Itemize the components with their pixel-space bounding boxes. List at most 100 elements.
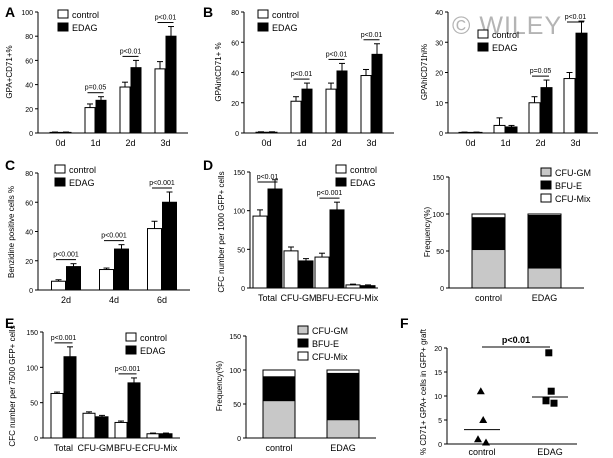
legend-label-control: control [272, 10, 299, 20]
y-tick-label: 20 [434, 346, 442, 353]
panel-letter-f: F [400, 315, 409, 331]
chart-d1: 0 50 100 150 CFC number per 1000 GFP+ cells T… [217, 164, 379, 303]
y-tick-label: 150 [233, 170, 245, 177]
legend-swatch-control [54, 164, 66, 174]
significance-label: p<0.01 [120, 48, 142, 55]
legend-label-edag: EDAG [492, 43, 518, 53]
x-tick-label: 0d [55, 138, 65, 148]
x-tick-label: CFU-GM [78, 443, 114, 453]
significance-label: p<0.001 [317, 190, 343, 197]
point-edag [545, 349, 553, 357]
legend-swatch-control [335, 164, 347, 174]
legend-label-control: control [69, 165, 96, 175]
legend-label-cfu-mix: CFU-Mix [312, 352, 348, 362]
bar-edag [127, 382, 141, 439]
y-tick-label: 60 [25, 200, 33, 207]
legend-swatch-edag [125, 345, 137, 355]
significance-label: p<0.001 [53, 252, 79, 259]
y-tick-label: 20 [435, 71, 443, 78]
legend-swatch-cfu-gm [297, 325, 309, 335]
y-tick-label: 0 [235, 131, 239, 138]
panel-letter-c: C [5, 157, 15, 173]
legend-label-cfu-gm: CFU-GM [312, 326, 348, 336]
legend-swatch-control [257, 9, 269, 19]
legend-swatch-control [57, 9, 69, 19]
legend-swatch-edag [257, 22, 269, 32]
stack-segment-bfu-e [471, 217, 506, 251]
y-tick-label: 0 [438, 442, 442, 449]
legend-swatch-edag [477, 42, 489, 52]
bar-edag [371, 53, 383, 134]
panel-letter-e: E [5, 315, 14, 331]
y-tick-label: 40 [435, 10, 443, 17]
bar-edag [162, 201, 177, 291]
y-tick-label: 50 [233, 402, 241, 409]
legend-swatch-edag [335, 177, 347, 187]
bar-edag [298, 260, 314, 289]
bar-edag [63, 356, 77, 439]
chart-b1: 0 20 40 60 80 GPAintCD71+ % 0d 1d 2d 3d p<0.01 p<0.… [214, 9, 394, 148]
y-tick-label: 20 [25, 259, 33, 266]
y-tick-label: 150 [229, 334, 241, 341]
chart-d2: 0 50 100 150 Frequency(%) control EDAG CFU-GM BF… [423, 167, 591, 303]
x-tick-label: 3d [570, 138, 580, 148]
y-tick-label: 80 [25, 34, 33, 41]
significance-label: p<0.01 [326, 51, 348, 58]
point-control [479, 416, 488, 423]
bar-control [50, 392, 64, 439]
bar-edag [329, 209, 345, 289]
stack-segment-cfu-gm [326, 419, 360, 439]
chart-b2: 0 10 20 30 40 GPAhiCD71hi% 0d 1d 2d 3d p=0.05 p<0.0… [420, 10, 598, 148]
bar-edag [505, 126, 518, 134]
legend-swatch-control [125, 332, 137, 342]
y-tick-label: 100 [432, 212, 444, 219]
y-tick-label: 80 [25, 171, 33, 178]
bar-control [345, 284, 361, 289]
chart-f: 0 5 10 15 20 % CD71+ GPA+ cells in GFP+ graft… [419, 328, 577, 457]
significance-label: p=0.05 [85, 85, 107, 92]
bar-edag [130, 67, 142, 134]
x-tick-label: CFU-GM [281, 293, 317, 303]
y-tick-label: 10 [435, 101, 443, 108]
y-tick-label: 20 [231, 101, 239, 108]
x-tick-label: 3d [160, 138, 170, 148]
y-axis-label: GPA+CD71+% [5, 45, 14, 98]
bar-control [325, 88, 337, 134]
legend-swatch-edag [57, 22, 69, 32]
legend-label-cfu-mix: CFU-Mix [555, 194, 591, 204]
significance-label: p<0.001 [115, 366, 141, 373]
x-tick-label: 6d [157, 295, 167, 305]
y-tick-label: 100 [233, 209, 245, 216]
x-tick-label: EDAG [537, 447, 563, 457]
bar-control [147, 228, 162, 291]
x-tick-label: CFU-Mix [343, 293, 379, 303]
stack-segment-cfu-gm [471, 249, 506, 289]
panel-letter-a: A [5, 4, 15, 20]
chart-e2: 0 50 100 150 Frequency(%) control EDAG CFU-GM BF… [215, 325, 376, 453]
bar-edag [165, 35, 177, 134]
legend-swatch-bfu-e [540, 180, 552, 190]
x-tick-label: 2d [535, 138, 545, 148]
point-edag [542, 397, 550, 405]
stack-segment-bfu-e [262, 376, 296, 402]
significance-label: p<0.001 [51, 335, 77, 342]
bar-control [252, 215, 268, 289]
stack-segment-cfu-gm [262, 400, 296, 439]
legend-swatch-control [477, 29, 489, 39]
significance-label: p<0.001 [101, 233, 127, 240]
point-control [476, 387, 485, 395]
legend-label-edag: EDAG [350, 178, 376, 188]
bar-edag [95, 416, 109, 439]
chart-c: 0 20 40 60 80 Benzidine positive cells % 2d 4d 6… [7, 164, 190, 305]
y-tick-label: 0 [241, 286, 245, 293]
legend-swatch-edag [54, 177, 66, 187]
legend-label-edag: EDAG [140, 346, 166, 356]
stack-segment-bfu-e [527, 214, 562, 269]
x-tick-label: control [475, 293, 502, 303]
x-tick-label: CFU-Mix [142, 443, 178, 453]
bar-control [290, 100, 302, 134]
x-tick-label: 3d [366, 138, 376, 148]
y-tick-label: 150 [26, 330, 38, 337]
legend-label-edag: EDAG [72, 23, 98, 33]
bar-edag [336, 70, 348, 134]
